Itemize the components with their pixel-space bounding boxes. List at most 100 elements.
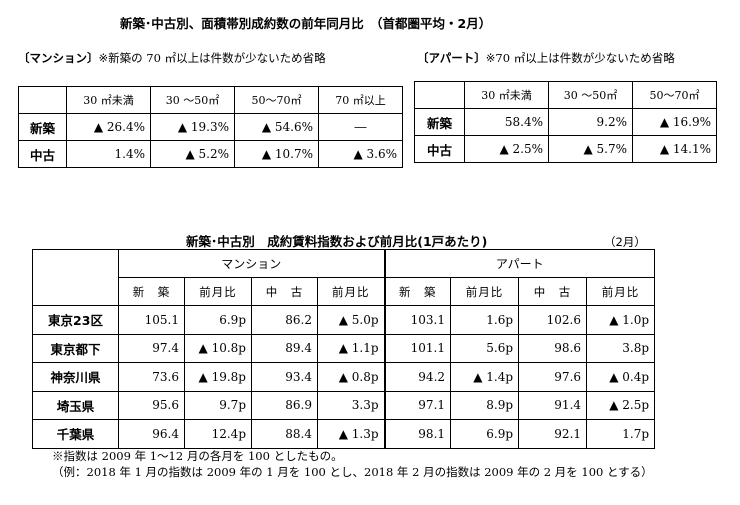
cell: ▲ 19.8p: [184, 362, 252, 392]
rent-index-table: マンション アパート 新 築 前月比 中 古 前月比 新 築 前月比 中 古 前…: [32, 249, 656, 449]
cell: 1.7p: [586, 419, 656, 449]
cell: 86.2: [251, 305, 318, 335]
cell: 8.9p: [450, 390, 520, 420]
cell: 3.8p: [586, 333, 656, 363]
row-label: 新築: [18, 113, 67, 141]
corner-cell: [32, 277, 119, 306]
cell: 1.6p: [450, 305, 520, 335]
column-header: 前月比: [450, 277, 520, 306]
cell: 98.1: [383, 419, 452, 449]
row-label: 東京23区: [32, 305, 119, 335]
cell: 97.6: [518, 362, 588, 392]
cell: ▲ 3.6%: [318, 140, 403, 168]
cell: ▲ 0.4p: [586, 362, 656, 392]
cell: 12.4p: [184, 419, 252, 449]
cell: ▲ 1.1p: [316, 333, 386, 363]
cell: 101.1: [383, 333, 452, 363]
cell: 73.6: [118, 362, 185, 392]
cell: ▲ 1.3p: [316, 419, 386, 449]
rent-table-title: 新築･中古別 成約賃料指数および前月比(1戸あたり): [186, 234, 488, 249]
column-header: 30 ～50㎡: [150, 86, 235, 114]
column-header: 新 築: [383, 277, 452, 306]
cell: ▲ 5.0p: [316, 305, 386, 335]
table-row: 新築 ▲ 26.4% ▲ 19.3% ▲ 54.6% ―: [18, 113, 403, 141]
cell: ▲ 0.8p: [316, 362, 386, 392]
apart-note-label: 〔アパート〕: [417, 51, 486, 65]
mansion-note: 〔マンション〕※新築の 70 ㎡以上は件数が少ないため省略: [18, 50, 326, 66]
cell: ▲ 19.3%: [150, 113, 235, 141]
corner-cell: [18, 86, 67, 114]
apart-note: 〔アパート〕※70 ㎡以上は件数が少ないため省略: [417, 50, 675, 66]
cell: ▲ 26.4%: [66, 113, 151, 141]
group-header-row: マンション アパート: [32, 249, 656, 278]
cell: ▲ 16.9%: [632, 108, 717, 136]
cell: ▲ 10.7%: [234, 140, 319, 168]
row-label: 千葉県: [32, 419, 119, 449]
cell: 103.1: [383, 305, 452, 335]
column-header: 前月比: [184, 277, 252, 306]
cell: ▲ 2.5%: [464, 135, 549, 163]
cell: ―: [318, 113, 403, 141]
subheader-row: 新 築 前月比 中 古 前月比 新 築 前月比 中 古 前月比: [32, 277, 656, 306]
cell: 6.9p: [450, 419, 520, 449]
column-header: 70 ㎡以上: [318, 86, 403, 114]
cell: 9.2%: [548, 108, 633, 136]
table-row: 埼玉県 95.6 9.7p 86.9 3.3p 97.1 8.9p 91.4 ▲…: [32, 390, 656, 420]
cell: 93.4: [251, 362, 318, 392]
group-header-apart: アパート: [383, 249, 656, 278]
cell: 86.9: [251, 390, 318, 420]
column-header: 前月比: [586, 277, 656, 306]
mansion-area-table: 30 ㎡未満 30 ～50㎡ 50～70㎡ 70 ㎡以上 新築 ▲ 26.4% …: [18, 86, 403, 168]
cell: 1.4%: [66, 140, 151, 168]
column-header: 30 ～50㎡: [548, 81, 633, 109]
cell: ▲ 10.8p: [184, 333, 252, 363]
cell: 9.7p: [184, 390, 252, 420]
cell: ▲ 14.1%: [632, 135, 717, 163]
table-row: 東京都下 97.4 ▲ 10.8p 89.4 ▲ 1.1p 101.1 5.6p…: [32, 333, 656, 363]
row-label: 中古: [18, 140, 67, 168]
cell: 94.2: [383, 362, 452, 392]
group-header-mansion: マンション: [117, 249, 386, 278]
mansion-note-label: 〔マンション〕: [18, 51, 99, 65]
table-row: 中古 ▲ 2.5% ▲ 5.7% ▲ 14.1%: [414, 135, 717, 163]
mansion-note-text: ※新築の 70 ㎡以上は件数が少ないため省略: [98, 51, 326, 65]
column-header: 前月比: [316, 277, 386, 306]
table-row: 神奈川県 73.6 ▲ 19.8p 93.4 ▲ 0.8p 94.2 ▲ 1.4…: [32, 362, 656, 392]
cell: 5.6p: [450, 333, 520, 363]
table-header-row: 30 ㎡未満 30 ～50㎡ 50～70㎡ 70 ㎡以上: [18, 86, 403, 114]
table-row: 新築 58.4% 9.2% ▲ 16.9%: [414, 108, 717, 136]
cell: 95.6: [118, 390, 185, 420]
row-label: 埼玉県: [32, 390, 119, 420]
footnote-2: （例：2018 年 1 月の指数は 2009 年の 1 月を 100 とし、20…: [52, 465, 653, 479]
column-header: 新 築: [118, 277, 185, 306]
footnote-1: ※指数は 2009 年 1～12 月の各月を 100 としたもの。: [52, 449, 343, 463]
cell: 102.6: [518, 305, 588, 335]
corner-cell: [414, 81, 465, 109]
cell: ▲ 1.0p: [586, 305, 656, 335]
column-header: 30 ㎡未満: [66, 86, 151, 114]
column-header: 50～70㎡: [234, 86, 319, 114]
cell: ▲ 5.2%: [150, 140, 235, 168]
cell: 91.4: [518, 390, 588, 420]
page-title: 新築･中古別、面積帯別成約数の前年同月比 （首都圏平均・2月）: [120, 16, 492, 31]
cell: 92.1: [518, 419, 588, 449]
cell: 96.4: [118, 419, 185, 449]
rent-table-period: （2月）: [604, 235, 646, 249]
cell: ▲ 5.7%: [548, 135, 633, 163]
cell: 58.4%: [464, 108, 549, 136]
row-label: 東京都下: [32, 333, 119, 363]
cell: ▲ 1.4p: [450, 362, 520, 392]
corner-cell: [32, 249, 119, 278]
cell: 88.4: [251, 419, 318, 449]
cell: 3.3p: [316, 390, 386, 420]
cell: 6.9p: [184, 305, 252, 335]
cell: 98.6: [518, 333, 588, 363]
cell: 97.4: [118, 333, 185, 363]
column-header: 中 古: [251, 277, 318, 306]
cell: 97.1: [383, 390, 452, 420]
apart-area-table: 30 ㎡未満 30 ～50㎡ 50～70㎡ 新築 58.4% 9.2% ▲ 16…: [414, 81, 717, 163]
cell: ▲ 54.6%: [234, 113, 319, 141]
row-label: 新築: [414, 108, 465, 136]
cell: ▲ 2.5p: [586, 390, 656, 420]
cell: 89.4: [251, 333, 318, 363]
